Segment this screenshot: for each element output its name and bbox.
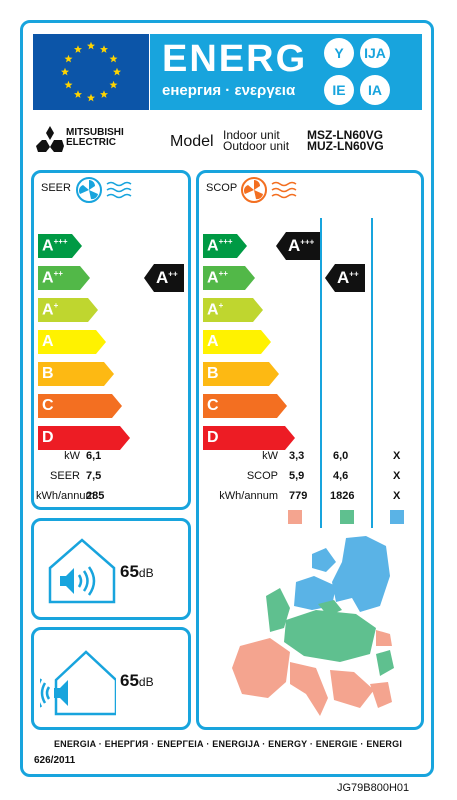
scop-kw-label: kW xyxy=(262,450,278,462)
outdoor-noise-icon xyxy=(40,650,116,716)
scop-label: SCOP xyxy=(206,182,238,194)
label-code: JG79B800H01 xyxy=(337,782,410,794)
energy-title: ENERG xyxy=(162,38,308,80)
scop-scale-bar-3: A xyxy=(203,330,271,354)
seer-scale-letter: D xyxy=(42,429,54,446)
seer-seer-value: 7,5 xyxy=(86,470,102,482)
scop-scale-letter: A++ xyxy=(207,269,228,287)
eu-star-icon xyxy=(100,45,108,53)
eu-star-icon xyxy=(113,67,121,76)
seer-scale-letter: C xyxy=(42,397,54,414)
eu-star-icon xyxy=(74,90,82,98)
model-label: Model xyxy=(170,133,214,150)
seer-class-indicator: A++ xyxy=(144,264,184,292)
scop-panel xyxy=(196,170,424,730)
scop-scale-bar-4: B xyxy=(203,362,279,386)
footer-languages: ENERGIA · ЕНЕРГИЯ · ΕΝΕΡΓΕΙΑ · ENERGIJA … xyxy=(53,739,403,749)
eu-star-icon xyxy=(109,80,118,89)
warm-zone-swatch xyxy=(288,510,302,524)
eu-star-icon xyxy=(61,67,69,76)
scop-scop-label: SCOP xyxy=(246,470,278,482)
seer-scale-bar-5: C xyxy=(38,394,122,418)
seer-scale-bar-6: D xyxy=(38,426,130,450)
lang-badge: IA xyxy=(360,75,390,105)
label-frame xyxy=(20,20,434,777)
cooling-fan-icon xyxy=(76,177,132,203)
column-divider xyxy=(320,218,322,528)
seer-scale-letter: A++ xyxy=(42,269,63,287)
column-divider xyxy=(371,218,373,528)
eu-star-icon xyxy=(109,54,118,63)
scop-annual-warm: 779 xyxy=(289,490,308,502)
seer-kw-label: kW xyxy=(64,450,80,462)
eu-stars-icon xyxy=(61,41,121,102)
energy-subtitle: енергия · ενεργεια xyxy=(162,82,296,99)
scop-scale-bar-6: D xyxy=(203,426,295,450)
scop-annual-cold: X xyxy=(393,490,401,502)
eu-flag xyxy=(33,34,149,110)
seer-scale-letter: B xyxy=(42,365,54,382)
seer-scale-bar-0: A+++ xyxy=(38,234,82,258)
seer-annual-value: 285 xyxy=(86,490,105,502)
eu-star-icon xyxy=(64,54,73,63)
scop-scale-letter: C xyxy=(207,397,219,414)
unit-values: MSZ-LN60VG MUZ-LN60VG xyxy=(307,128,384,153)
lang-badge: IJA xyxy=(360,38,390,68)
scop-kw-warm: 3,3 xyxy=(289,450,305,462)
eu-star-icon xyxy=(64,80,73,89)
scop-scale-letter: A xyxy=(207,333,219,350)
europe-climate-map-icon xyxy=(232,536,394,716)
scop-scale-letter: D xyxy=(207,429,219,446)
seer-scale-bar-1: A++ xyxy=(38,266,90,290)
heating-fan-icon xyxy=(241,177,297,203)
brand-name: MITSUBISHI ELECTRIC xyxy=(66,127,124,148)
seer-scale-bar-3: A xyxy=(38,330,106,354)
seer-scale-letter: A+++ xyxy=(42,237,68,255)
scop-scop-warm: 5,9 xyxy=(289,470,305,482)
indoor-noise-value: 65dB xyxy=(120,562,154,581)
seer-scale-bar-4: B xyxy=(38,362,114,386)
seer-scale-letter: A+ xyxy=(42,301,59,319)
indoor-noise-icon xyxy=(48,538,116,604)
outdoor-noise-value: 65dB xyxy=(120,671,154,690)
outdoor-noise-panel xyxy=(31,627,191,730)
lang-badge: IE xyxy=(324,75,354,105)
unit-labels: Indoor unit Outdoor unit xyxy=(223,128,290,153)
eu-star-icon xyxy=(87,41,95,50)
scop-scale-letter: B xyxy=(207,365,219,382)
seer-kw-value: 6,1 xyxy=(86,450,102,462)
lang-badge: Y xyxy=(324,38,354,68)
scop-kw-average: 6,0 xyxy=(333,450,349,462)
scop-scale-letter: A+ xyxy=(207,301,224,319)
seer-annual-label: kWh/annum xyxy=(36,490,95,502)
scop-class-indicator-warm: A+++ xyxy=(276,232,320,260)
scop-scop-average: 4,6 xyxy=(333,470,349,482)
scop-annual-average: 1826 xyxy=(330,490,355,502)
seer-scale-letter: A xyxy=(42,333,54,350)
scop-kw-cold: X xyxy=(393,450,401,462)
scop-scale-letter: A+++ xyxy=(207,237,233,255)
seer-scale-bar-2: A+ xyxy=(38,298,98,322)
average-zone-swatch xyxy=(340,510,354,524)
indoor-noise-panel xyxy=(31,518,191,620)
scop-scop-cold: X xyxy=(393,470,401,482)
seer-seer-label: SEER xyxy=(50,470,80,482)
seer-label: SEER xyxy=(41,182,71,194)
eu-star-icon xyxy=(100,90,108,98)
seer-panel xyxy=(31,170,191,510)
regulation-number: 626/2011 xyxy=(34,755,76,766)
scop-scale-bar-5: C xyxy=(203,394,287,418)
mitsubishi-logo-icon xyxy=(36,126,64,157)
eu-star-icon xyxy=(87,93,95,102)
cold-zone-swatch xyxy=(390,510,404,524)
scop-scale-bar-2: A+ xyxy=(203,298,263,322)
scop-scale-bar-0: A+++ xyxy=(203,234,247,258)
eu-star-icon xyxy=(74,45,82,53)
scop-annual-label: kWh/annum xyxy=(219,490,278,502)
scop-scale-bar-1: A++ xyxy=(203,266,255,290)
scop-class-indicator-average: A++ xyxy=(325,264,365,292)
